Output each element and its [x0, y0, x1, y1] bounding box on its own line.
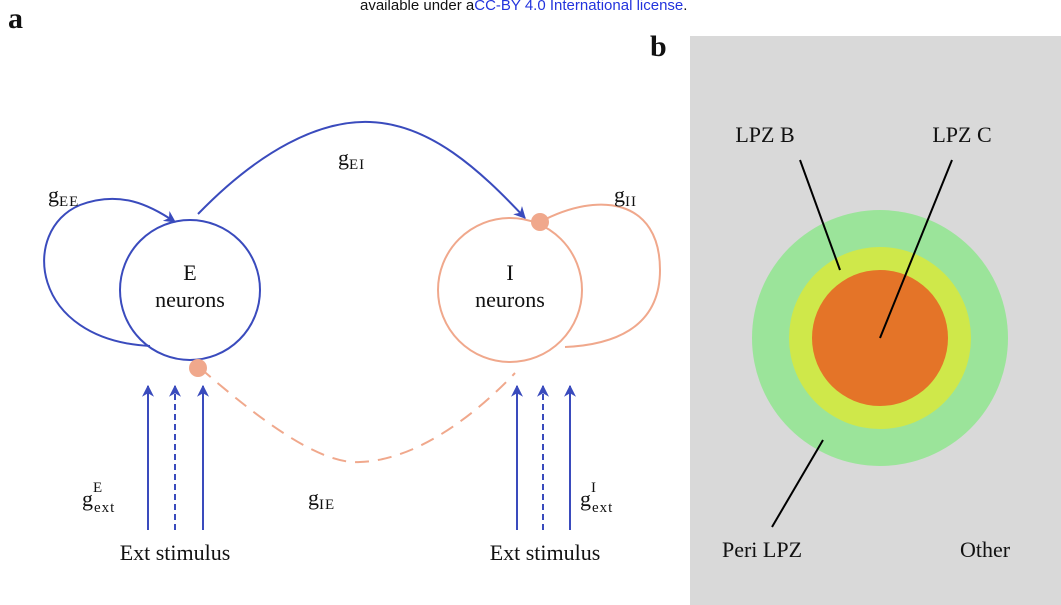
input-label: gI ext	[580, 480, 613, 516]
i-node	[437, 217, 583, 363]
node-label: neurons	[475, 287, 545, 312]
symbol: g	[614, 182, 625, 207]
ee-edge	[43, 197, 176, 347]
region-label: Other	[960, 537, 1011, 562]
panel-label: b	[650, 30, 667, 63]
ei-edge	[197, 120, 526, 219]
symbol: g	[82, 486, 93, 511]
edge-label: gEE	[48, 182, 79, 210]
leader-line	[879, 159, 953, 339]
subscript: IE	[319, 497, 335, 513]
symbol: g	[338, 145, 349, 170]
node-label: I	[506, 260, 513, 285]
superscript: E	[93, 480, 103, 496]
network	[43, 120, 662, 530]
ii-edge	[539, 203, 662, 348]
region-label: LPZ B	[735, 122, 794, 147]
stimulus-label: Ext stimulus	[490, 540, 601, 565]
subscript: EI	[349, 157, 365, 173]
subscript: ext	[94, 500, 115, 516]
node-label: E	[183, 260, 196, 285]
license-link[interactable]: CC-BY 4.0 International license	[474, 0, 683, 14]
subscript: EE	[59, 194, 79, 210]
region-label: LPZ C	[932, 122, 991, 147]
panel-label: a	[8, 2, 23, 35]
symbol: g	[308, 485, 319, 510]
inhibitory-synapse	[531, 213, 549, 231]
symbol: g	[48, 182, 59, 207]
node-label: neurons	[155, 287, 225, 312]
symbol: g	[580, 486, 591, 511]
leader-line	[771, 439, 824, 528]
inhibitory-synapse	[189, 359, 207, 377]
region-label: Peri LPZ	[722, 537, 802, 562]
header-end: .	[683, 0, 687, 14]
subscript: II	[625, 194, 637, 210]
header: available under aCC-BY 4.0 International…	[360, 0, 687, 14]
edge-label: gEI	[338, 145, 365, 173]
input-label: gE ext	[82, 480, 115, 516]
e-node	[119, 219, 261, 361]
header-text: available under a	[360, 0, 475, 14]
edge-label: gII	[614, 182, 637, 210]
subscript: ext	[592, 500, 613, 516]
leader-lines	[771, 159, 953, 528]
ie-edge	[199, 367, 516, 464]
leader-line	[799, 159, 841, 271]
superscript: I	[591, 480, 597, 496]
edge-label: gIE	[308, 485, 335, 513]
stimulus-label: Ext stimulus	[120, 540, 231, 565]
